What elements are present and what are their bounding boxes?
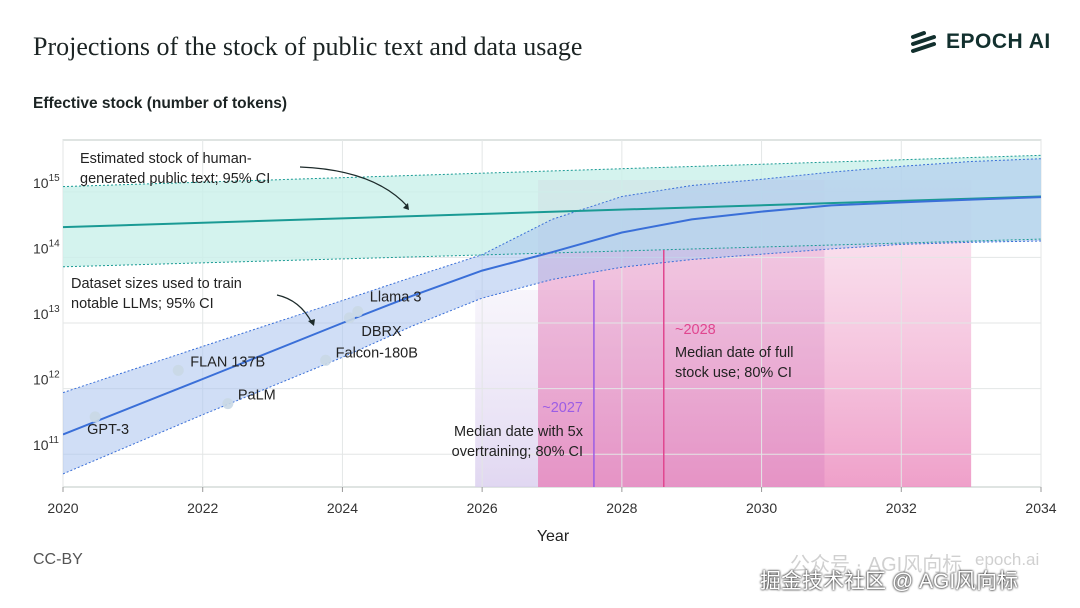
model-label: Falcon-180B <box>336 345 418 361</box>
dataset-ci-upper <box>63 158 1041 394</box>
model-label: GPT-3 <box>87 422 129 438</box>
x-tick-label: 2020 <box>47 500 78 516</box>
y-axis-label: Effective stock (number of tokens) <box>33 95 288 112</box>
arrow-head-icon <box>308 319 315 326</box>
x-tick-label: 2030 <box>746 500 777 516</box>
x-tick-label: 2022 <box>187 500 218 516</box>
overtraining-annotation: Median date with 5x <box>454 424 584 440</box>
model-point <box>320 354 332 366</box>
epoch-stripes-icon <box>911 31 936 53</box>
x-tick-label: 2032 <box>886 500 917 516</box>
brand-logo: EPOCH AI <box>910 30 1051 54</box>
model-point <box>222 398 234 410</box>
model-point <box>352 305 364 317</box>
full-stock-annotation: Median date of full <box>675 345 794 361</box>
arrow-head-icon <box>403 203 409 210</box>
dataset-ci-lower <box>63 240 1041 475</box>
full-stock-annotation: stock use; 80% CI <box>675 365 792 381</box>
dataset-median-line <box>63 196 1041 436</box>
x-tick-label: 2034 <box>1025 500 1056 516</box>
stock-ci-upper <box>63 154 1041 188</box>
watermark-overlay: 掘金技术社区 @ AGI风向标 <box>760 570 1019 593</box>
full-stock-median-label: ~2028 <box>675 322 716 338</box>
model-point <box>343 312 355 324</box>
model-label: DBRX <box>361 324 402 340</box>
dataset-annotation: notable LLMs; 95% CI <box>71 296 214 312</box>
stock-arrow <box>299 166 409 208</box>
overtraining-median-label: ~2027 <box>542 400 583 416</box>
dataset-annotation: Dataset sizes used to train <box>71 276 242 292</box>
y-tick-label: 1014 <box>33 238 60 256</box>
model-label: FLAN 137B <box>190 354 265 370</box>
stock-median-line <box>62 195 1042 229</box>
stock-annotation: Estimated stock of human- <box>80 151 252 167</box>
y-tick-label: 1011 <box>33 435 59 453</box>
stock-annotation: generated public text; 95% CI <box>80 171 270 187</box>
license-text: CC-BY <box>33 551 83 568</box>
chart-title: Projections of the stock of public text … <box>33 32 583 61</box>
model-label: PaLM <box>238 388 276 404</box>
y-tick-label: 1015 <box>33 173 60 191</box>
overtraining-annotation: overtraining; 80% CI <box>452 444 583 460</box>
site-url: epoch.ai <box>975 550 1040 569</box>
model-point <box>89 411 101 423</box>
dataset-ci-band <box>63 158 1041 474</box>
brand-name: EPOCH AI <box>946 30 1051 53</box>
model-label: Llama 3 <box>370 289 422 305</box>
model-point <box>172 364 184 376</box>
dataset-arrow <box>276 294 313 324</box>
x-axis-label: Year <box>537 528 570 545</box>
y-tick-label: 1012 <box>33 370 60 388</box>
x-tick-label: 2028 <box>606 500 637 516</box>
y-tick-label: 1013 <box>33 304 60 322</box>
x-tick-label: 2024 <box>327 500 358 516</box>
x-tick-label: 2026 <box>467 500 498 516</box>
watermark-text: 公众号 · AGI风向标 <box>790 554 963 576</box>
